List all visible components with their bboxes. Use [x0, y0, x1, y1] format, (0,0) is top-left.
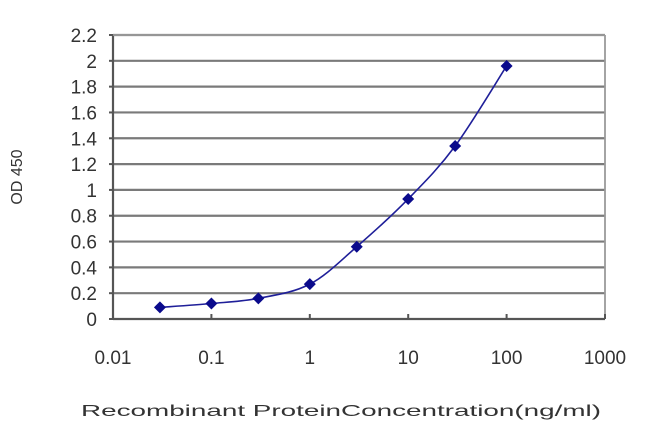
- y-tick-label: 0.6: [71, 233, 97, 254]
- horizontal-gridlines: [113, 33, 605, 295]
- y-tick-label: 0.8: [71, 207, 97, 228]
- y-tick-label: 1.2: [71, 155, 97, 176]
- y-tick-label: 1.6: [71, 103, 97, 124]
- y-tick-label: 0: [86, 310, 97, 331]
- data-point-diamond-marker: [252, 292, 265, 305]
- y-tick-label: 1: [86, 181, 97, 202]
- x-tick-label: 0.1: [198, 348, 224, 369]
- data-point-diamond-marker: [449, 140, 462, 153]
- data-point-diamond-marker: [402, 192, 415, 205]
- data-point-diamond-marker: [500, 59, 513, 72]
- y-axis-title: OD 450: [9, 149, 26, 204]
- data-series: [153, 59, 513, 314]
- x-axis-tick-labels: 0.01 0.1 1 10 100 1000: [95, 348, 627, 369]
- y-tick-label: 0.2: [71, 284, 97, 305]
- x-tick-label: 1: [305, 348, 316, 369]
- y-axis-tick-labels: 0 0.2 0.4 0.6 0.8 1 1.2 1.4 1.6 1.8 2 2.2: [71, 26, 98, 331]
- x-axis-title: Recombinant ProteinConcentration(ng/ml): [81, 403, 601, 420]
- y-tick-label: 2: [86, 52, 97, 73]
- x-tick-label: 1000: [584, 348, 626, 369]
- series-line: [159, 65, 508, 309]
- y-tick-label: 1.8: [71, 78, 97, 99]
- data-point-diamond-marker: [303, 278, 316, 291]
- x-tick-label: 10: [398, 348, 419, 369]
- x-tick-label: 0.01: [95, 348, 132, 369]
- data-point-diamond-marker: [350, 240, 363, 253]
- y-tick-label: 2.2: [71, 26, 97, 47]
- data-point-diamond-marker: [205, 297, 218, 310]
- plot-frame: [109, 34, 606, 321]
- y-tick-label: 1.4: [71, 129, 98, 150]
- data-point-diamond-marker: [153, 301, 166, 314]
- x-tick-label: 100: [491, 348, 523, 369]
- y-tick-label: 0.4: [71, 258, 98, 279]
